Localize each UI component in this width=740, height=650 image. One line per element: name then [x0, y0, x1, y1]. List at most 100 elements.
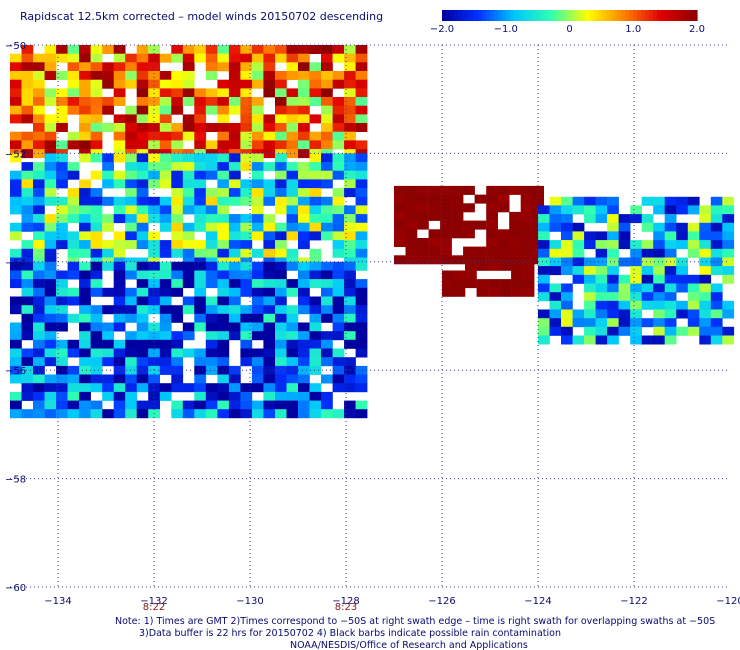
heatmap-cell [321, 222, 333, 232]
heatmap-cell [332, 105, 345, 115]
heatmap-cell [298, 88, 310, 98]
heatmap-cell [607, 274, 619, 284]
heatmap-cell [344, 409, 356, 419]
heatmap-cell [275, 123, 287, 132]
heatmap-cell [607, 335, 619, 345]
heatmap-cell [102, 261, 114, 271]
heatmap-cell [159, 214, 172, 224]
heatmap-cell [113, 97, 126, 106]
heatmap-cell [486, 220, 498, 230]
heatmap-cell [171, 170, 184, 180]
heatmap-cell [56, 296, 68, 306]
heatmap-cell [394, 185, 406, 195]
heatmap-cell [228, 240, 241, 250]
heatmap-cell [90, 383, 103, 393]
heatmap-cell [298, 214, 310, 224]
heatmap-cell [251, 248, 264, 258]
heatmap-cell [102, 97, 114, 106]
heatmap-cell [194, 270, 207, 280]
heatmap-cell [136, 97, 149, 106]
heatmap-cell [10, 296, 22, 306]
heatmap-cell [618, 309, 631, 319]
colorbar-segment [569, 10, 575, 21]
heatmap-cell [653, 240, 665, 250]
heatmap-cell [584, 266, 596, 276]
heatmap-cell [263, 248, 276, 258]
heatmap-cell [687, 196, 700, 206]
heatmap-cell [217, 45, 230, 54]
x-tick-label: −126 [428, 596, 455, 607]
heatmap-cell [344, 240, 356, 250]
heatmap-cell [355, 305, 368, 315]
heatmap-cell [653, 326, 665, 336]
heatmap-cell [263, 131, 276, 141]
note-line-3: NOAA/NESDIS/Office of Research and Appli… [290, 640, 528, 650]
heatmap-cell [687, 274, 700, 284]
heatmap-cell [332, 170, 345, 180]
heatmap-cell [102, 71, 114, 80]
heatmap-cell [286, 53, 299, 63]
heatmap-cell [298, 222, 310, 232]
heatmap-cell [321, 409, 333, 419]
heatmap-cell [676, 326, 688, 336]
heatmap-cell [182, 279, 195, 289]
heatmap-cell [125, 153, 137, 163]
heatmap-cell [56, 105, 68, 115]
heatmap-cell [676, 231, 688, 241]
heatmap-cell [286, 188, 299, 198]
heatmap-cell [228, 62, 241, 72]
heatmap-cell [394, 229, 406, 239]
colorbar-segment [449, 10, 455, 21]
colorbar-segment [617, 10, 622, 21]
heatmap-cell [653, 196, 665, 206]
heatmap-cell [171, 97, 184, 106]
heatmap-cell [217, 322, 230, 332]
heatmap-cell [332, 188, 345, 198]
heatmap-cell [263, 71, 276, 80]
heatmap-cell [332, 97, 345, 106]
heatmap-cell [699, 248, 712, 258]
heatmap-cell [275, 196, 287, 206]
heatmap-cell [538, 326, 550, 336]
heatmap-cell [355, 62, 368, 72]
heatmap-cell [205, 62, 218, 72]
heatmap-cell [56, 153, 68, 163]
heatmap-cell [79, 339, 91, 349]
heatmap-cell [182, 53, 195, 63]
heatmap-cell [520, 203, 533, 213]
heatmap-cell [44, 331, 57, 341]
heatmap-cell [182, 348, 195, 358]
heatmap-cell [21, 170, 34, 180]
heatmap-cell [332, 322, 345, 332]
time-label: 8:22 [143, 602, 165, 613]
heatmap-cell [584, 274, 596, 284]
heatmap-cell [159, 357, 172, 367]
heatmap-cell [309, 270, 322, 280]
heatmap-cell [79, 313, 91, 323]
heatmap-cell [171, 123, 184, 132]
heatmap-cell [641, 196, 654, 206]
heatmap-cell [33, 179, 45, 189]
heatmap-cell [298, 170, 310, 180]
heatmap-cell [722, 326, 735, 336]
heatmap-cell [538, 274, 550, 284]
heatmap-cells [10, 45, 735, 419]
heatmap-cell [298, 105, 310, 115]
heatmap-cell [476, 279, 489, 289]
heatmap-cell [205, 400, 218, 410]
heatmap-cell [275, 97, 287, 106]
heatmap-cell [21, 374, 34, 384]
heatmap-cell [56, 240, 68, 250]
x-tick-label: −134 [44, 596, 71, 607]
heatmap-cell [240, 331, 253, 341]
heatmap-cell [90, 261, 103, 271]
heatmap-cell [549, 205, 562, 215]
heatmap-cell [251, 114, 264, 124]
heatmap-cell [607, 240, 619, 250]
heatmap-cell [194, 131, 207, 141]
heatmap-cell [417, 255, 429, 265]
heatmap-cell [251, 153, 264, 163]
heatmap-cell [251, 179, 264, 189]
heatmap-cell [486, 185, 498, 195]
